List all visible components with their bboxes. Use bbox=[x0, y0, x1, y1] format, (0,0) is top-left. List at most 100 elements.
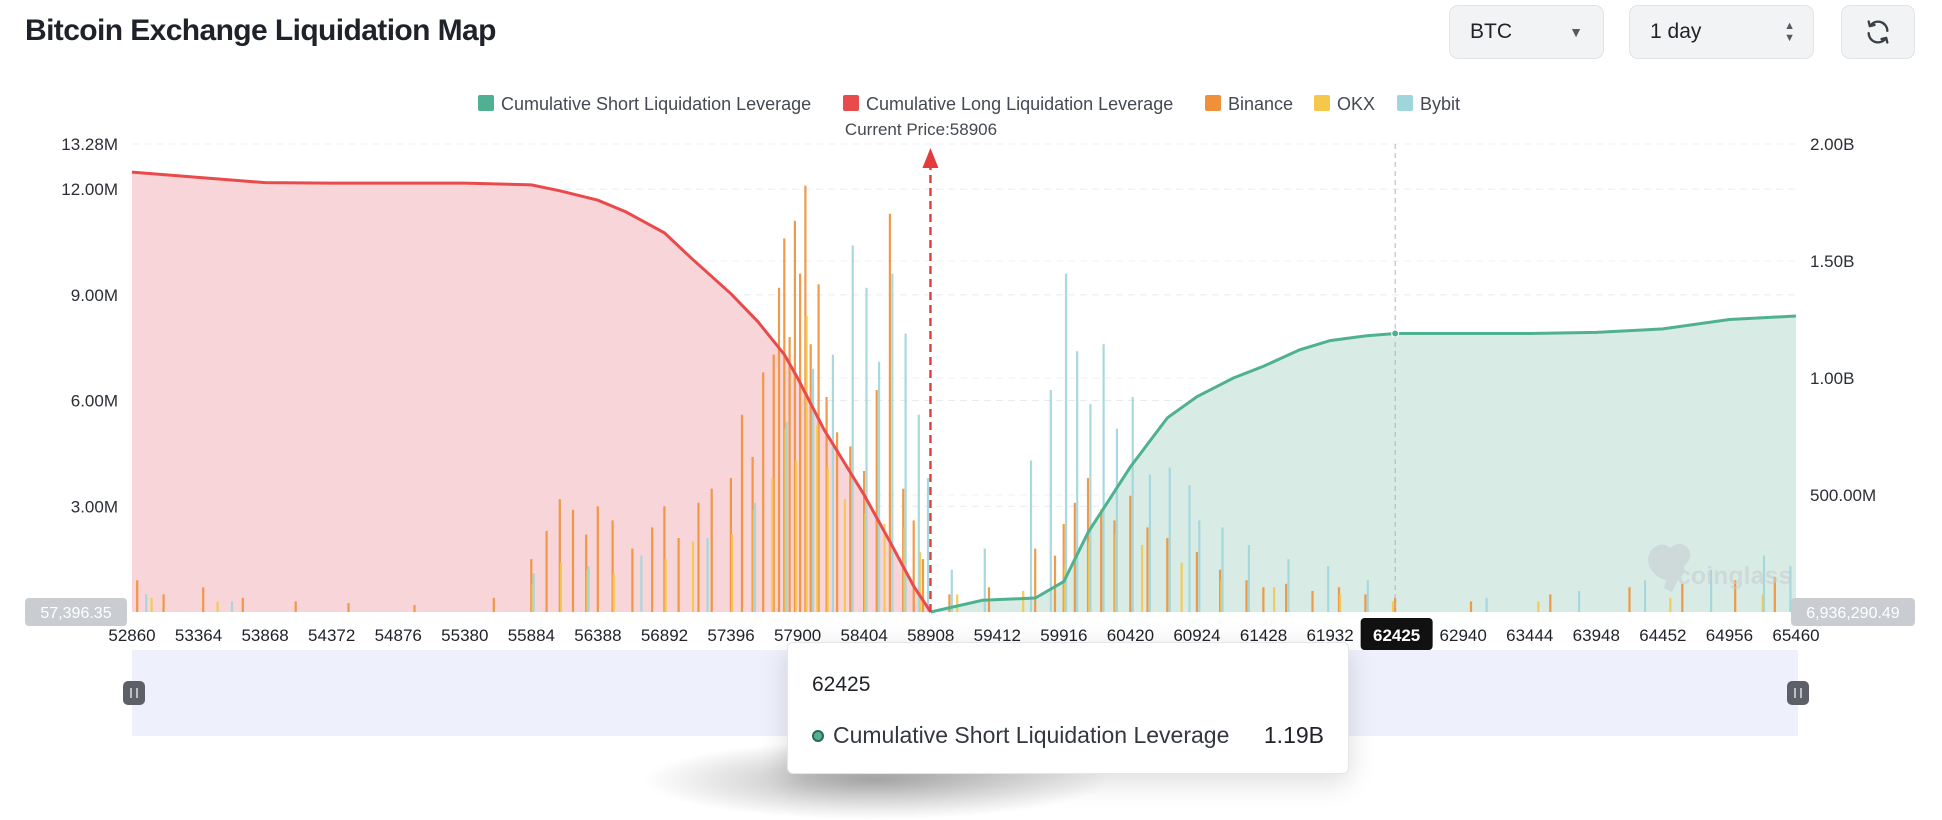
bar-binance bbox=[558, 499, 561, 612]
bar-okx bbox=[956, 594, 959, 612]
x-tick-label: 54372 bbox=[308, 626, 355, 645]
bar-binance bbox=[1469, 601, 1473, 612]
y-tick-label: 13.28M bbox=[61, 135, 118, 154]
bar-okx bbox=[612, 573, 615, 612]
bar-bybit bbox=[1089, 404, 1092, 612]
current-price-label: Current Price:58906 bbox=[845, 120, 997, 139]
bar-binance bbox=[1245, 580, 1248, 612]
bar-binance bbox=[1628, 587, 1631, 612]
bar-bybit bbox=[891, 273, 894, 612]
y-tick-label: 3.00M bbox=[71, 497, 118, 516]
bar-okx bbox=[1273, 587, 1276, 612]
bar-binance bbox=[1100, 509, 1103, 612]
series-dot-icon bbox=[812, 729, 824, 742]
bar-bybit bbox=[983, 548, 986, 612]
bar-okx bbox=[752, 509, 755, 612]
bar-binance bbox=[202, 587, 205, 612]
x-tick-label: 56892 bbox=[641, 626, 688, 645]
refresh-button[interactable] bbox=[1841, 5, 1915, 59]
bar-binance bbox=[921, 559, 925, 612]
legend-label[interactable]: OKX bbox=[1337, 94, 1375, 114]
bar-okx bbox=[1022, 590, 1025, 612]
bar-binance bbox=[1311, 590, 1314, 612]
bar-okx bbox=[586, 569, 589, 612]
bar-bybit bbox=[1327, 566, 1330, 612]
x-tick-label: 61428 bbox=[1240, 626, 1287, 645]
bar-binance bbox=[912, 520, 915, 612]
x-tick-label: 62940 bbox=[1440, 626, 1487, 645]
bar-binance bbox=[530, 559, 533, 612]
up-down-chevron-icon: ▲ ▼ bbox=[1784, 20, 1795, 44]
right-value-badge bbox=[1791, 598, 1915, 626]
bar-binance bbox=[241, 597, 244, 612]
x-tick-label: 57900 bbox=[774, 626, 821, 645]
bar-binance bbox=[740, 414, 744, 612]
bar-bybit bbox=[1366, 580, 1369, 612]
x-tick-label: 55380 bbox=[441, 626, 488, 645]
bar-bybit bbox=[753, 502, 757, 612]
cumulative-long-line bbox=[131, 170, 932, 613]
bar-okx bbox=[805, 316, 808, 612]
bar-bybit bbox=[145, 594, 148, 612]
bar-okx bbox=[1063, 566, 1066, 612]
bar-binance bbox=[611, 520, 614, 612]
x-tick-label: 55884 bbox=[508, 626, 555, 645]
legend-label[interactable]: Binance bbox=[1228, 94, 1293, 114]
bar-bybit bbox=[1578, 590, 1581, 612]
bar-binance bbox=[793, 220, 796, 613]
bar-okx bbox=[1537, 601, 1540, 612]
period-select-value: 1 day bbox=[1650, 20, 1702, 43]
x-tick-label: 61932 bbox=[1306, 626, 1353, 645]
y2-tick-label: 2.00B bbox=[1810, 135, 1854, 154]
bar-bybit bbox=[1710, 569, 1713, 612]
bar-okx bbox=[1220, 580, 1223, 612]
bar-binance bbox=[1773, 576, 1776, 612]
slider-handle-left[interactable] bbox=[123, 681, 145, 705]
bar-bybit bbox=[1102, 344, 1105, 612]
left-value-badge bbox=[25, 598, 127, 626]
slider-handle-right[interactable] bbox=[1787, 681, 1809, 705]
y-tick-label: 6.00M bbox=[71, 392, 118, 411]
bar-okx bbox=[531, 583, 534, 612]
bar-bybit bbox=[1762, 555, 1766, 612]
bar-bybit bbox=[926, 478, 930, 612]
legend-label[interactable]: Cumulative Long Liquidation Leverage bbox=[866, 94, 1173, 114]
legend-swatch bbox=[478, 95, 494, 111]
bar-okx bbox=[864, 513, 867, 612]
legend-swatch bbox=[843, 95, 859, 111]
legend-swatch bbox=[1397, 95, 1413, 111]
bar-bybit bbox=[865, 287, 868, 612]
bar-binance bbox=[1062, 523, 1065, 612]
bar-binance bbox=[849, 446, 852, 612]
bar-binance bbox=[651, 527, 654, 612]
current-price-marker bbox=[922, 148, 939, 612]
bar-binance bbox=[825, 397, 828, 612]
cumulative-short-line bbox=[930, 314, 1797, 614]
bar-bybit bbox=[1065, 273, 1068, 612]
y-tick-label: 9.00M bbox=[71, 286, 118, 305]
bar-bybit bbox=[785, 421, 788, 612]
arrow-up-icon bbox=[922, 148, 939, 168]
legend-label[interactable]: Bybit bbox=[1420, 94, 1460, 114]
bar-bybit bbox=[1789, 566, 1792, 612]
bar-bybit bbox=[1188, 485, 1191, 612]
liquidation-chart[interactable]: Cumulative Short Liquidation Leverage Cum… bbox=[0, 0, 1942, 800]
x-tick-label: 64956 bbox=[1706, 626, 1753, 645]
coin-select[interactable]: BTC ▼ bbox=[1449, 5, 1604, 59]
legend-label[interactable]: Cumulative Short Liquidation Leverage bbox=[501, 94, 811, 114]
bar-binance bbox=[1364, 594, 1367, 612]
bar-binance bbox=[799, 273, 802, 612]
bar-bybit bbox=[1287, 559, 1290, 612]
bar-binance bbox=[1129, 495, 1132, 612]
bar-binance bbox=[1262, 587, 1265, 612]
bar-bybit bbox=[1485, 597, 1488, 612]
x-tick-label: 58908 bbox=[907, 626, 954, 645]
bar-binance bbox=[888, 213, 891, 613]
period-select[interactable]: 1 day ▲ ▼ bbox=[1629, 5, 1814, 59]
bar-okx bbox=[784, 428, 787, 612]
x-tick-label: 54876 bbox=[375, 626, 422, 645]
bar-bybit bbox=[1168, 467, 1171, 612]
right-y-axis: 500.00M 1.00B 1.50B 2.00B bbox=[1810, 135, 1876, 505]
bar-okx bbox=[771, 478, 774, 612]
bar-binance bbox=[1285, 583, 1288, 612]
